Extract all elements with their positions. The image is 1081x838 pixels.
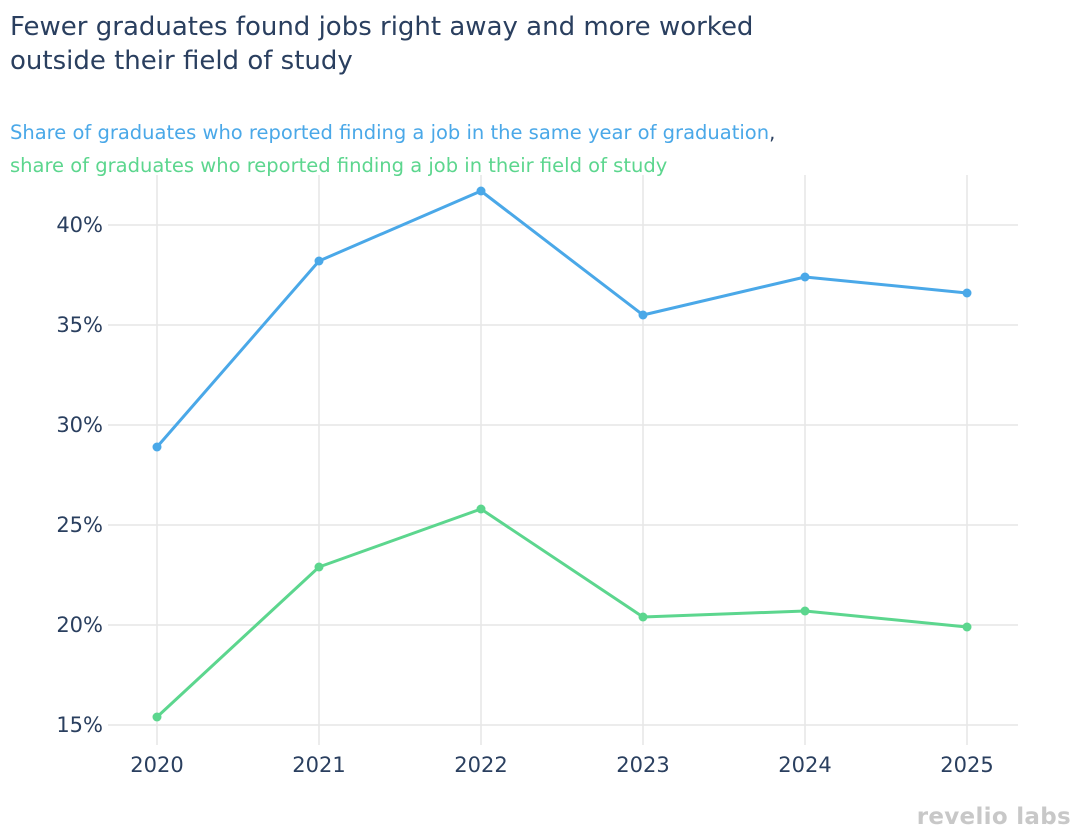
- y-tick-label: 35%: [56, 313, 103, 337]
- y-tick-label: 15%: [56, 713, 103, 737]
- data-point-series-1: [476, 186, 486, 196]
- subtitle-series-b: share of graduates who reported finding …: [10, 154, 668, 177]
- chart-title: Fewer graduates found jobs right away an…: [10, 10, 910, 78]
- y-axis-ticks: 15% 20% 25% 30% 35% 40%: [56, 213, 103, 737]
- subtitle-series-a: Share of graduates who reported finding …: [10, 121, 770, 144]
- x-tick-label: 2021: [292, 753, 345, 777]
- x-axis-ticks: 2020 2021 2022 2023 2024 2025: [130, 753, 993, 777]
- data-point-series-1: [314, 256, 324, 266]
- x-tick-label: 2024: [778, 753, 831, 777]
- brand-logo: revelio labs: [916, 804, 1071, 830]
- data-point-series-1: [638, 310, 648, 320]
- data-point-series-2: [476, 504, 486, 514]
- series-group: [152, 186, 972, 722]
- y-tick-label: 20%: [56, 613, 103, 637]
- data-point-series-2: [800, 606, 810, 616]
- x-tick-label: 2022: [454, 753, 507, 777]
- x-tick-label: 2023: [616, 753, 669, 777]
- series-line-1: [155, 189, 969, 449]
- subtitle-separator: ,: [769, 121, 776, 144]
- x-tick-label: 2020: [130, 753, 183, 777]
- data-point-series-2: [314, 562, 324, 572]
- chart-subtitle: Share of graduates who reported finding …: [10, 116, 1010, 182]
- chart-title-line-1: Fewer graduates found jobs right away an…: [10, 12, 754, 42]
- y-tick-label: 30%: [56, 413, 103, 437]
- data-point-series-2: [152, 712, 162, 722]
- grid-lines: [108, 175, 1018, 745]
- data-point-series-1: [800, 272, 810, 282]
- y-tick-label: 40%: [56, 213, 103, 237]
- data-point-series-1: [962, 288, 972, 298]
- data-point-series-1: [152, 442, 162, 452]
- x-tick-label: 2025: [940, 753, 993, 777]
- data-point-series-2: [638, 612, 648, 622]
- data-point-series-2: [962, 622, 972, 632]
- y-tick-label: 25%: [56, 513, 103, 537]
- series-line-2: [155, 507, 969, 719]
- chart-title-line-2: outside their field of study: [10, 46, 353, 76]
